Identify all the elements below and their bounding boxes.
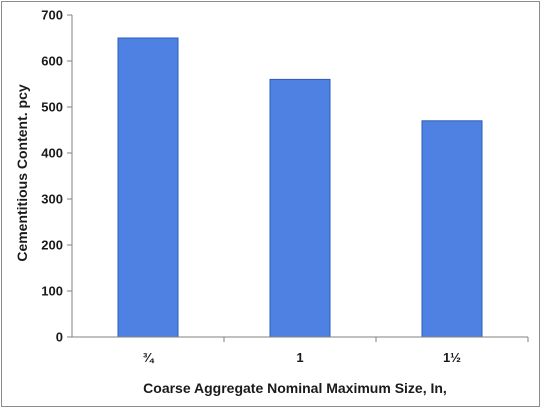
bars: [117, 37, 483, 338]
y-tick-label: 500: [41, 100, 63, 115]
y-tick-label: 400: [41, 146, 63, 161]
x-tick-label: 1½: [443, 350, 461, 365]
x-axis-ticks: ¾ 1 1½: [143, 337, 529, 365]
y-tick-label: 700: [41, 8, 63, 23]
bar-1: [117, 37, 179, 338]
x-axis-title: Coarse Aggregate Nominal Maximum Size, I…: [143, 380, 447, 396]
y-tick-label: 300: [41, 192, 63, 207]
bar-2: [269, 78, 331, 338]
y-tick-label: 200: [41, 238, 63, 253]
y-tick-label: 600: [41, 54, 63, 69]
y-tick-label: 100: [41, 284, 63, 299]
x-tick-label: 1: [296, 350, 303, 365]
bar-3: [421, 120, 483, 338]
y-axis-ticks: 0 100 200 300 400 500 600 700: [41, 8, 72, 345]
y-tick-label: 0: [56, 330, 63, 345]
x-tick-label: ¾: [143, 350, 155, 365]
y-axis-title: Cementitious Content. pcy: [14, 84, 30, 262]
